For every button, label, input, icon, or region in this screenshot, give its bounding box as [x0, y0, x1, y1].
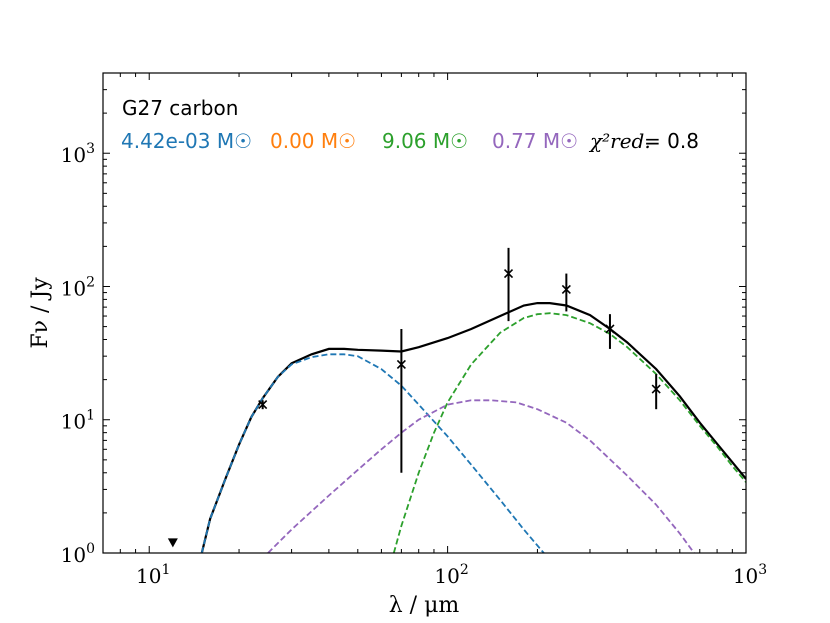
chart-title: G27 carbon — [122, 96, 238, 120]
data-point-4 — [605, 314, 615, 349]
x-tick-label: 102 — [434, 562, 468, 588]
model-curves — [200, 302, 746, 553]
x-tick-label: 101 — [136, 562, 170, 588]
series-line-total — [200, 302, 746, 553]
mass-label-2: 0.00 M☉ — [270, 129, 356, 153]
data-point-2 — [503, 247, 514, 322]
mass-label-4: 0.77 M☉ — [492, 129, 578, 153]
mass-label-3: 9.06 M☉ — [382, 129, 468, 153]
data-points — [167, 247, 661, 548]
y-tick-label: 101 — [61, 408, 95, 434]
plot-frame — [102, 72, 747, 554]
data-point-5 — [651, 374, 661, 410]
chi2-label: χ²red. — [588, 129, 651, 153]
series-line-c1 — [200, 353, 545, 553]
x-tick-label: 103 — [733, 562, 767, 588]
data-point-3 — [561, 273, 571, 312]
series-line-c4 — [267, 399, 695, 553]
y-tick-label: 102 — [61, 274, 95, 300]
data-point-0 — [258, 399, 268, 410]
data-point-1 — [396, 328, 406, 473]
upper-limit-marker — [167, 538, 178, 548]
x-marker — [651, 384, 661, 394]
y-axis-label: Fν / Jy — [28, 277, 53, 349]
x-marker — [605, 324, 615, 334]
series-line-c3 — [392, 312, 746, 553]
chi2-value: = 0.8 — [644, 129, 699, 153]
x-marker — [503, 269, 514, 279]
mass-label-1: 4.42e-03 M☉ — [121, 129, 252, 153]
x-axis-label: λ / μm — [389, 593, 460, 618]
x-marker — [396, 359, 406, 370]
axis-ticks: 101 102 103 100 101 102 103 — [61, 72, 767, 588]
x-marker — [561, 284, 571, 295]
y-tick-label: 100 — [61, 541, 95, 567]
y-tick-label: 103 — [61, 141, 95, 167]
x-marker — [258, 399, 268, 410]
